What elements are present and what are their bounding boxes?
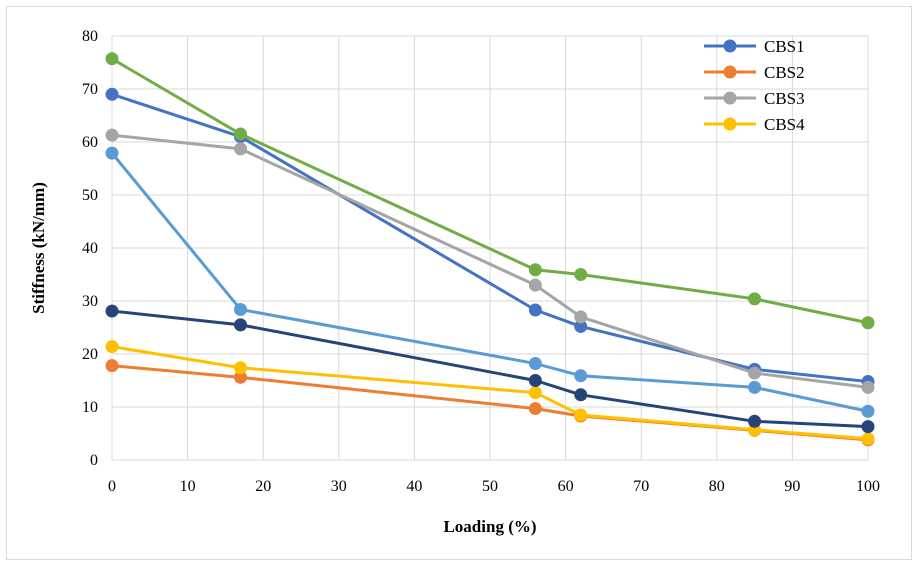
legend-label: CBS3 <box>764 89 805 108</box>
series-line <box>111 57 869 325</box>
legend-label: CBS1 <box>764 37 805 56</box>
data-point <box>861 316 875 330</box>
data-point <box>105 359 119 373</box>
y-tick-label: 60 <box>82 134 98 151</box>
legend-item-cbs4: CBS4 <box>704 115 805 134</box>
data-point <box>234 361 248 375</box>
y-tick-label: 70 <box>82 81 98 98</box>
data-point <box>105 128 119 142</box>
data-point <box>748 380 762 394</box>
data-point <box>861 380 875 394</box>
legend-item-cbs3: CBS3 <box>704 89 805 108</box>
data-point <box>105 87 119 101</box>
series-cbs3 <box>105 128 875 394</box>
series-unnamed-6 <box>105 52 875 330</box>
legend: CBS1 CBS2 CBS3 CBS4 <box>704 37 805 134</box>
data-point <box>861 404 875 418</box>
legend-label: CBS2 <box>764 63 805 82</box>
series-line <box>111 133 869 389</box>
data-point <box>748 366 762 380</box>
tick-labels: 0 10 20 30 40 50 60 70 80 0 10 20 30 40 50 60 70 80 90 100 <box>82 28 880 495</box>
y-tick-label: 80 <box>82 28 98 45</box>
legend-swatch-marker <box>723 117 737 131</box>
x-axis-title: Loading (%) <box>443 517 536 536</box>
data-point <box>105 340 119 354</box>
data-point <box>861 420 875 434</box>
data-point <box>748 292 762 306</box>
series-layer <box>105 52 875 447</box>
legend-swatch-marker <box>723 91 737 105</box>
x-tick-label: 40 <box>406 478 422 495</box>
x-tick-label: 70 <box>633 478 649 495</box>
series-line <box>110 152 869 413</box>
x-tick-label: 20 <box>255 478 271 495</box>
data-point <box>528 402 542 416</box>
x-tick-label: 60 <box>558 478 574 495</box>
data-point <box>528 357 542 371</box>
data-point <box>105 304 119 318</box>
data-point <box>234 142 248 156</box>
x-tick-label: 10 <box>180 478 196 495</box>
data-point <box>105 146 119 160</box>
data-point <box>861 432 875 446</box>
data-point <box>528 263 542 277</box>
data-point <box>574 408 588 422</box>
chart-frame <box>6 6 912 560</box>
legend-swatch-marker <box>723 39 737 53</box>
data-point <box>528 374 542 387</box>
y-tick-label: 0 <box>90 452 98 469</box>
data-point <box>748 414 762 428</box>
legend-label: CBS4 <box>764 115 805 134</box>
data-point <box>574 268 588 281</box>
series-line <box>111 92 869 384</box>
y-tick-label: 40 <box>82 240 98 257</box>
data-point <box>574 319 588 333</box>
legend-swatch-marker <box>723 65 737 79</box>
legend-item-cbs2: CBS2 <box>704 63 805 82</box>
data-point <box>234 127 248 141</box>
series-line <box>111 345 869 441</box>
y-axis-title: Stiffness (kN/mm) <box>29 182 48 314</box>
x-tick-label: 30 <box>331 478 347 495</box>
legend-item-cbs1: CBS1 <box>704 37 805 56</box>
x-tick-label: 80 <box>709 478 725 495</box>
y-tick-label: 50 <box>82 187 98 204</box>
data-point <box>234 318 248 332</box>
data-point <box>528 278 542 292</box>
grid-layer <box>111 35 869 461</box>
y-tick-label: 10 <box>82 399 98 416</box>
data-point <box>574 369 588 383</box>
data-point <box>234 302 248 316</box>
y-tick-label: 20 <box>82 346 98 363</box>
x-tick-label: 90 <box>784 478 800 495</box>
series-line <box>111 309 869 429</box>
x-tick-label: 100 <box>856 478 880 495</box>
data-point <box>574 310 588 324</box>
data-point <box>105 52 119 66</box>
series-unnamed-4 <box>105 146 875 418</box>
data-point <box>234 370 248 384</box>
x-tick-label: 50 <box>482 478 498 495</box>
series-cbs4 <box>105 340 875 446</box>
data-point <box>528 303 542 317</box>
data-point <box>574 388 588 402</box>
x-tick-label: 0 <box>108 478 116 495</box>
series-unnamed-5 <box>105 304 875 434</box>
y-tick-label: 30 <box>82 293 98 310</box>
data-point <box>528 386 542 400</box>
